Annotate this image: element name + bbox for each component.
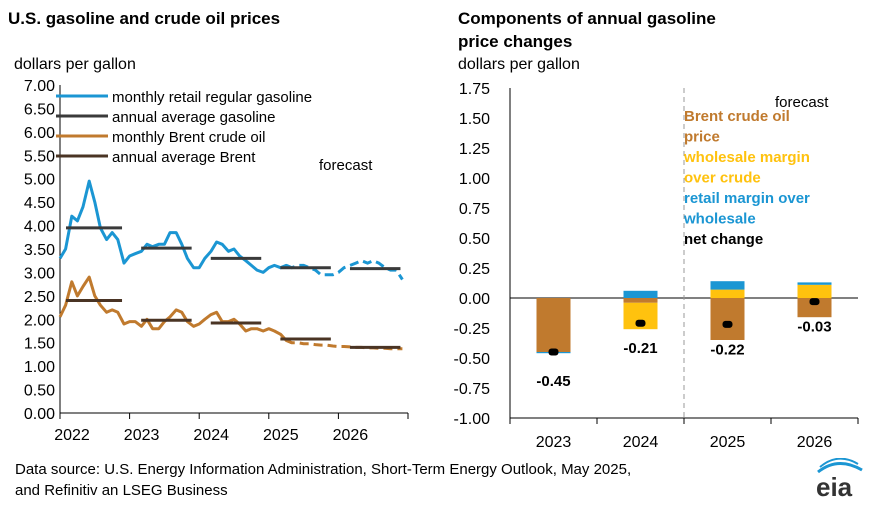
left-y-tick-label: 1.50: [24, 336, 55, 353]
data-source-line2: and Refinitiv an LSEG Business: [15, 480, 631, 501]
left-x-tick-label: 2024: [193, 427, 229, 444]
right-y-tick-label: 1.25: [459, 141, 490, 158]
left-y-tick-label: 1.00: [24, 359, 55, 376]
left-y-tick-label: 4.00: [24, 219, 55, 236]
right-y-tick-label: -0.75: [454, 381, 491, 398]
eia-logo: eia: [810, 458, 866, 502]
left-x-tick-label: 2023: [124, 427, 160, 444]
left-x-tick-label: 2025: [263, 427, 299, 444]
right-y-tick-label: -0.50: [454, 351, 491, 368]
net-change-marker: [549, 349, 559, 356]
left-y-tick-label: 5.50: [24, 148, 55, 165]
right-y-tick-label: -1.00: [454, 411, 491, 428]
bar-segment-wholesale-margin-over-crude: [711, 290, 745, 298]
left-y-tick-label: 0.50: [24, 383, 55, 400]
right-legend-label: retail margin over: [684, 190, 810, 207]
right-y-tick-label: 0.75: [459, 201, 490, 218]
right-x-tick-label: 2023: [536, 434, 572, 451]
right-x-tick-label: 2026: [797, 434, 833, 451]
legend-label: monthly Brent crude oil: [112, 129, 265, 146]
left-y-tick-label: 3.50: [24, 242, 55, 259]
data-source-note: Data source: U.S. Energy Information Adm…: [15, 459, 631, 501]
data-source-line1: Data source: U.S. Energy Information Adm…: [15, 459, 631, 480]
series-line-monthly-Brent-crude-oil: [60, 277, 292, 343]
net-change-marker: [810, 298, 820, 305]
left-y-tick-label: 3.00: [24, 265, 55, 282]
right-y-tick-label: 1.00: [459, 171, 490, 188]
net-change-marker: [723, 321, 733, 328]
right-legend-label: net change: [684, 231, 763, 248]
eia-logo-text: eia: [816, 472, 853, 502]
net-change-label: -0.03: [797, 319, 831, 336]
left-forecast-label: forecast: [319, 157, 373, 174]
right-y-tick-label: 0.25: [459, 261, 490, 278]
bar-segment-wholesale-margin-over-crude: [798, 285, 832, 298]
left-y-tick-label: 4.50: [24, 195, 55, 212]
left-y-tick-label: 2.50: [24, 289, 55, 306]
left-y-tick-label: 5.00: [24, 172, 55, 189]
left-y-tick-label: 7.00: [24, 78, 55, 95]
right-y-tick-label: 0.50: [459, 231, 490, 248]
bar-segment-retail-margin-over-wholesale: [624, 291, 658, 298]
legend-label: monthly retail regular gasoline: [112, 89, 312, 106]
net-change-label: -0.45: [536, 373, 570, 390]
right-y-tick-label: 1.75: [459, 81, 490, 98]
right-legend-label: wholesale margin: [683, 149, 810, 166]
left-y-tick-label: 6.50: [24, 101, 55, 118]
left-x-tick-label: 2026: [333, 427, 369, 444]
net-change-label: -0.21: [623, 340, 657, 357]
right-legend-label: wholesale: [683, 211, 756, 228]
right-y-tick-label: 1.50: [459, 111, 490, 128]
right-legend-label: over crude: [684, 170, 761, 187]
left-y-tick-label: 6.00: [24, 125, 55, 142]
right-x-tick-label: 2024: [623, 434, 659, 451]
right-legend-label: price: [684, 129, 720, 146]
left-y-tick-label: 2.00: [24, 312, 55, 329]
bar-segment-retail-margin-over-wholesale: [711, 281, 745, 289]
right-x-tick-label: 2025: [710, 434, 746, 451]
legend-label: annual average Brent: [112, 149, 256, 166]
right-y-tick-label: 0.00: [459, 291, 490, 308]
left-y-tick-label: 0.00: [24, 406, 55, 423]
bar-segment-Brent-crude-oil-price: [711, 298, 745, 340]
net-change-label: -0.22: [710, 341, 744, 358]
bar-segment-Brent-crude-oil-price: [624, 298, 658, 303]
charts-figure: 0.00 0.50 1.00 1.50 2.00 2.50 3.00 3.50 4.00 4.50…: [0, 0, 880, 515]
net-change-marker: [636, 320, 646, 327]
legend-label: annual average gasoline: [112, 109, 275, 126]
right-y-tick-label: -0.25: [454, 321, 491, 338]
bar-segment-Brent-crude-oil-price: [537, 298, 571, 352]
bar-segment-retail-margin-over-wholesale: [798, 282, 832, 284]
left-x-tick-label: 2022: [54, 427, 90, 444]
right-legend-label: Brent crude oil: [684, 108, 790, 125]
